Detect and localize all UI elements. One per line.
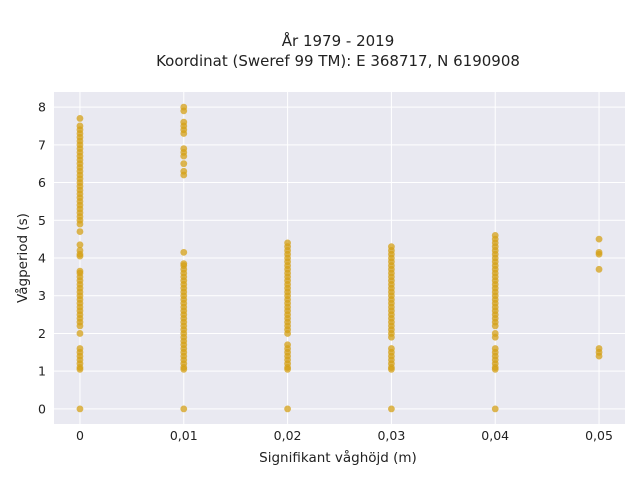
data-point — [180, 160, 188, 168]
data-point — [180, 118, 188, 126]
y-tick-label: 8 — [38, 100, 46, 115]
data-point — [284, 239, 291, 247]
data-point — [491, 405, 499, 413]
data-point — [388, 243, 395, 251]
data-point — [180, 167, 188, 175]
x-tick-label: 0,05 — [585, 428, 613, 443]
data-point — [76, 228, 84, 235]
y-tick-label: 1 — [38, 364, 46, 379]
data-point — [76, 247, 84, 254]
data-point — [284, 341, 291, 349]
x-tick-label: 0,02 — [274, 428, 302, 443]
data-point — [595, 235, 603, 243]
data-point — [491, 345, 499, 352]
y-axis-label: Vågperiod (s) — [14, 213, 31, 303]
data-point — [180, 260, 188, 268]
chart-title-line2: Koordinat (Sweref 99 TM): E 368717, N 61… — [156, 52, 520, 70]
y-tick-label: 3 — [38, 288, 46, 303]
data-point — [76, 405, 84, 413]
y-tick-label: 7 — [38, 137, 46, 152]
x-tick-label: 0 — [76, 428, 84, 443]
y-tick-label: 4 — [38, 251, 46, 266]
data-point — [595, 265, 603, 273]
data-point — [76, 330, 84, 337]
data-point — [76, 241, 84, 249]
data-point — [76, 345, 84, 352]
data-point — [595, 248, 603, 256]
x-tick-label: 0,03 — [377, 428, 405, 443]
data-point — [180, 405, 188, 413]
data-point — [491, 231, 499, 239]
data-point — [76, 122, 84, 130]
x-tick-label: 0,04 — [481, 428, 509, 443]
y-tick-label: 5 — [38, 213, 46, 228]
y-tick-label: 6 — [38, 175, 46, 190]
data-point — [180, 103, 188, 111]
grid-lines — [54, 92, 625, 424]
data-point — [388, 345, 395, 352]
data-point — [491, 330, 499, 337]
data-point — [284, 405, 291, 413]
data-point — [180, 248, 188, 256]
data-points — [76, 103, 603, 413]
data-point — [595, 345, 603, 352]
y-axis-ticks: 0 1 2 3 4 5 6 7 8 — [38, 100, 46, 417]
data-point — [180, 145, 188, 152]
y-tick-label: 2 — [38, 326, 46, 341]
data-point — [76, 115, 84, 122]
chart-title-line1: År 1979 - 2019 — [282, 31, 395, 50]
data-point — [388, 405, 395, 413]
x-axis-ticks: 0 0,01 0,02 0,03 0,04 0,05 — [76, 428, 613, 443]
data-point — [76, 267, 84, 275]
x-tick-label: 0,01 — [170, 428, 198, 443]
y-tick-label: 0 — [38, 401, 46, 416]
x-axis-label: Signifikant våghöjd (m) — [259, 449, 417, 466]
